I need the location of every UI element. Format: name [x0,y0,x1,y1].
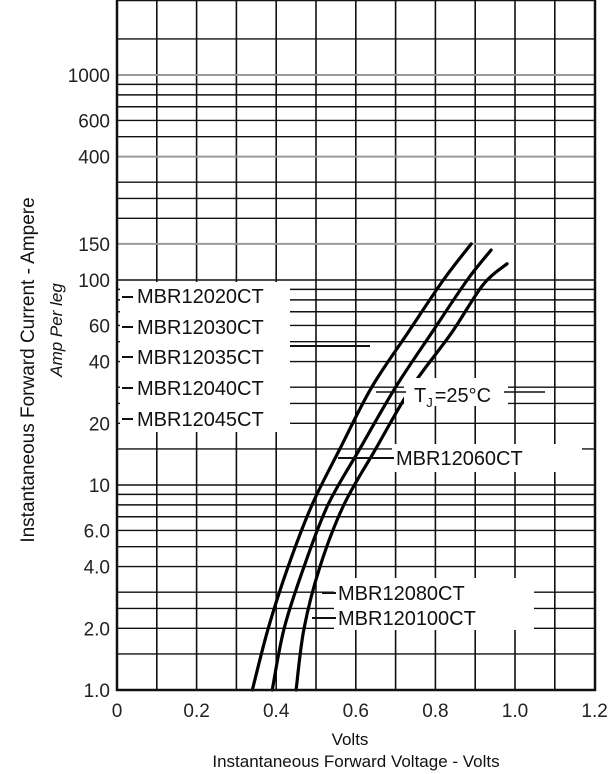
label-background [334,578,534,630]
y-tick-label: 60 [89,316,110,337]
curves [250,242,509,692]
x-tick-label: 0.2 [183,701,209,722]
x-tick-label: 0.6 [343,701,369,722]
label-group-background [120,282,290,432]
x-tick-label: 0.8 [422,701,448,722]
x-axis-title-line1: Volts [332,730,369,749]
x-tick-label: 0.4 [263,701,290,722]
temperature-symbol: T [414,385,426,407]
y-tick-label: 600 [78,111,110,132]
svg-text:TJ=25°C: TJ =25°C [414,385,491,410]
y-tick-label: 1.0 [84,681,110,702]
y-tick-label: 400 [78,148,110,169]
y-tick-label: 20 [89,414,110,435]
x-tick-label: 0 [112,701,123,722]
curve-label: MBR12045CT [137,409,264,431]
y-tick-label: 6.0 [84,521,110,542]
y-tick-labels: 1.0 2.0 4.0 6.0 10 20 40 60 100 150 400 600 1000 [68,66,110,702]
curve-label: MBR12040CT [137,378,264,400]
temperature-label: TJ =25°C [414,385,491,410]
curve-label: MBR12060CT [396,448,523,470]
curve-label: MBR12020CT [137,286,264,308]
y-tick-label: 100 [78,271,110,292]
temperature-background [404,378,508,406]
x-tick-label: 1.0 [502,701,528,722]
grid [117,0,595,690]
series-curve-1 [250,242,473,692]
y-tick-label: 1000 [68,66,110,87]
curve-label: MBR12035CT [137,347,264,369]
x-tick-labels: 0 0.2 0.4 0.6 0.8 1.0 1.2 [112,701,608,722]
y-tick-label: 40 [89,353,110,374]
curve-labels: MBR12020CT MBR12030CT MBR12035CT MBR12040CT… [137,286,523,630]
series-curve-2 [270,248,493,692]
curve-label: MBR12080CT [338,583,465,605]
temperature-value: =25°C [435,385,491,407]
y-axis-title-line2: Amp Per leg [47,283,66,378]
y-tick-label: 4.0 [84,558,110,579]
temperature-subscript: J [426,395,433,410]
label-boxes [120,282,582,630]
label-background [392,444,582,472]
series-curve-3 [294,262,509,692]
y-tick-label: 150 [78,235,110,256]
y-tick-label: 2.0 [84,619,110,640]
y-tick-label: 10 [89,476,110,497]
plot-frame [115,0,597,692]
curve-label: MBR12030CT [137,317,264,339]
x-tick-label: 1.2 [581,701,607,722]
curve-label: MBR120100CT [338,608,476,630]
x-axis-title-line2: Instantaneous Forward Voltage - Volts [212,752,499,771]
y-axis-title-line1: Instantaneous Forward Current - Ampere [18,197,39,542]
